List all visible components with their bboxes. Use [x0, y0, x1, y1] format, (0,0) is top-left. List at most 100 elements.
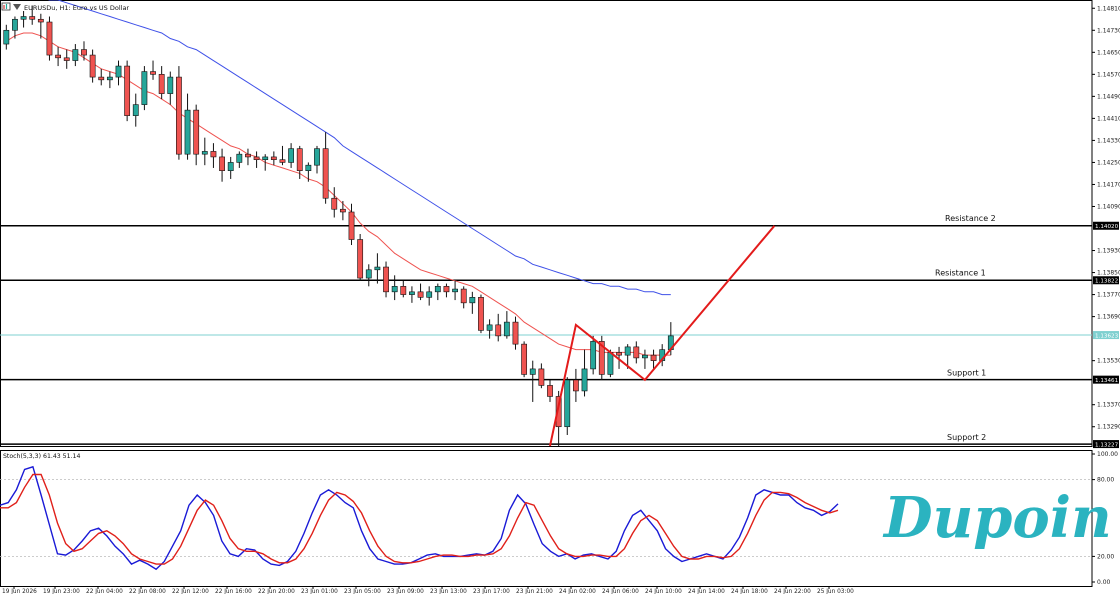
- candle-body: [12, 18, 18, 31]
- candle-body: [512, 321, 519, 345]
- candle-body: [89, 54, 96, 78]
- candle-body: [245, 153, 251, 158]
- candle-body: [184, 109, 191, 155]
- time-axis-label: 24 Jun 10:00: [645, 589, 682, 594]
- candle-body: [633, 346, 640, 359]
- candle-body: [348, 211, 355, 240]
- candle-body: [296, 148, 303, 171]
- stoch-axis-label: 80.00: [1097, 477, 1114, 484]
- last-price-tag-text: 1.13623: [1095, 333, 1119, 339]
- time-axis-label: 23 Jun 01:00: [301, 589, 338, 594]
- candle-body: [158, 74, 165, 94]
- price-axis-label: 1.14330: [1097, 137, 1120, 144]
- candle-body: [331, 197, 338, 210]
- candle-body: [650, 354, 657, 361]
- candle-body: [98, 76, 105, 81]
- price-axis-label: 1.14250: [1097, 159, 1120, 166]
- level-label-4: Support 2: [947, 433, 986, 442]
- level-price-tag-text: 1.13822: [1095, 278, 1118, 284]
- candle-body: [581, 368, 588, 392]
- pattern-zigzag-line: [549, 225, 776, 447]
- price-axis-label: 1.14170: [1097, 181, 1120, 188]
- price-axis-label: 1.14090: [1097, 203, 1120, 210]
- time-axis-label: 23 Jun 13:00: [430, 589, 467, 594]
- time-axis-label: 23 Jun 09:00: [387, 589, 424, 594]
- time-axis-label: 22 Jun 04:00: [86, 589, 123, 594]
- time-axis-label: 22 Jun 20:00: [258, 589, 295, 594]
- candle-body: [305, 164, 312, 171]
- price-axis-label: 1.14810: [1097, 5, 1120, 12]
- time-axis-label: 19 Jun 2026: [2, 589, 37, 594]
- main-plot-frame: [0, 0, 1093, 447]
- level-price-tag-text: 1.14020: [1095, 224, 1119, 230]
- candle-body: [201, 151, 208, 155]
- level-price-tag: [1093, 440, 1119, 449]
- candle-body: [55, 54, 61, 59]
- candle-body: [616, 352, 622, 356]
- candle-body: [72, 49, 79, 61]
- time-axis-label: 24 Jun 18:00: [731, 589, 768, 594]
- candle-body: [210, 151, 217, 158]
- candle-body: [564, 379, 571, 428]
- candle-body: [391, 286, 398, 293]
- time-axis-label: 24 Jun 14:00: [688, 589, 725, 594]
- candle-body: [106, 76, 113, 81]
- last-price-tag: [1093, 331, 1119, 340]
- price-axis-label: 1.13370: [1097, 402, 1120, 409]
- candle-body: [253, 156, 260, 160]
- candle-body: [270, 156, 277, 160]
- candle-body: [322, 148, 329, 199]
- candle-body: [434, 286, 441, 293]
- level-price-tag: [1093, 221, 1119, 230]
- level-price-tag: [1093, 375, 1119, 384]
- candle-body: [236, 153, 243, 163]
- price-axis-label: 1.14650: [1097, 49, 1120, 56]
- level-label-1: Resistance 2: [945, 214, 996, 223]
- time-axis-label: 23 Jun 05:00: [344, 589, 381, 594]
- candle-body: [227, 162, 234, 171]
- candle-body: [452, 288, 458, 293]
- stoch-axis-label: 20.00: [1097, 553, 1114, 560]
- price-axis-label: 1.14730: [1097, 27, 1120, 34]
- stoch-signal-line: [0, 473, 839, 565]
- candle-body: [607, 352, 614, 375]
- price-axis-label: 1.13530: [1097, 358, 1120, 365]
- price-axis-label: 1.14490: [1097, 93, 1120, 100]
- time-axis-label: 22 Jun 08:00: [129, 589, 166, 594]
- candle-body: [262, 156, 269, 160]
- price-axis-label: 1.13690: [1097, 314, 1120, 321]
- chart-title: EURUSDu, H1: Euro vs US Dollar: [24, 4, 129, 12]
- candle-body: [590, 341, 597, 370]
- price-axis-label: 1.13290: [1097, 424, 1120, 431]
- candle-body: [529, 368, 536, 375]
- time-axis-label: 22 Jun 16:00: [215, 589, 252, 594]
- price-axis-label: 1.13770: [1097, 292, 1120, 299]
- candle-body: [124, 65, 131, 116]
- level-label-3: Support 1: [947, 369, 986, 378]
- candle-body: [426, 291, 433, 298]
- dupoin-logo: Dupoin: [882, 485, 1112, 551]
- time-axis-label: 24 Jun 02:00: [559, 589, 596, 594]
- candle-body: [495, 324, 502, 337]
- candle-body: [288, 148, 295, 163]
- candle-body: [167, 76, 174, 94]
- candle-body: [443, 286, 450, 293]
- candle-body: [132, 104, 139, 116]
- time-axis-label: 24 Jun 22:00: [774, 589, 811, 594]
- candle-body: [365, 269, 372, 279]
- price-axis-label: 1.13930: [1097, 248, 1120, 255]
- candle-body: [279, 159, 286, 163]
- candle-body: [357, 239, 364, 279]
- candle-body: [572, 379, 579, 392]
- candle-body: [400, 286, 407, 295]
- stoch-axis-label: 100.00: [1097, 451, 1118, 458]
- stoch-indicator-label: Stoch(5,3,3) 61.43 51.14: [3, 453, 80, 460]
- time-axis-label: 25 Jun 03:00: [817, 589, 854, 594]
- candle-body: [115, 65, 122, 78]
- candle-body: [469, 297, 476, 304]
- candle-body: [37, 18, 44, 23]
- level-label-2: Resistance 1: [935, 268, 986, 277]
- candle-body: [193, 109, 200, 155]
- candle-body: [624, 346, 631, 356]
